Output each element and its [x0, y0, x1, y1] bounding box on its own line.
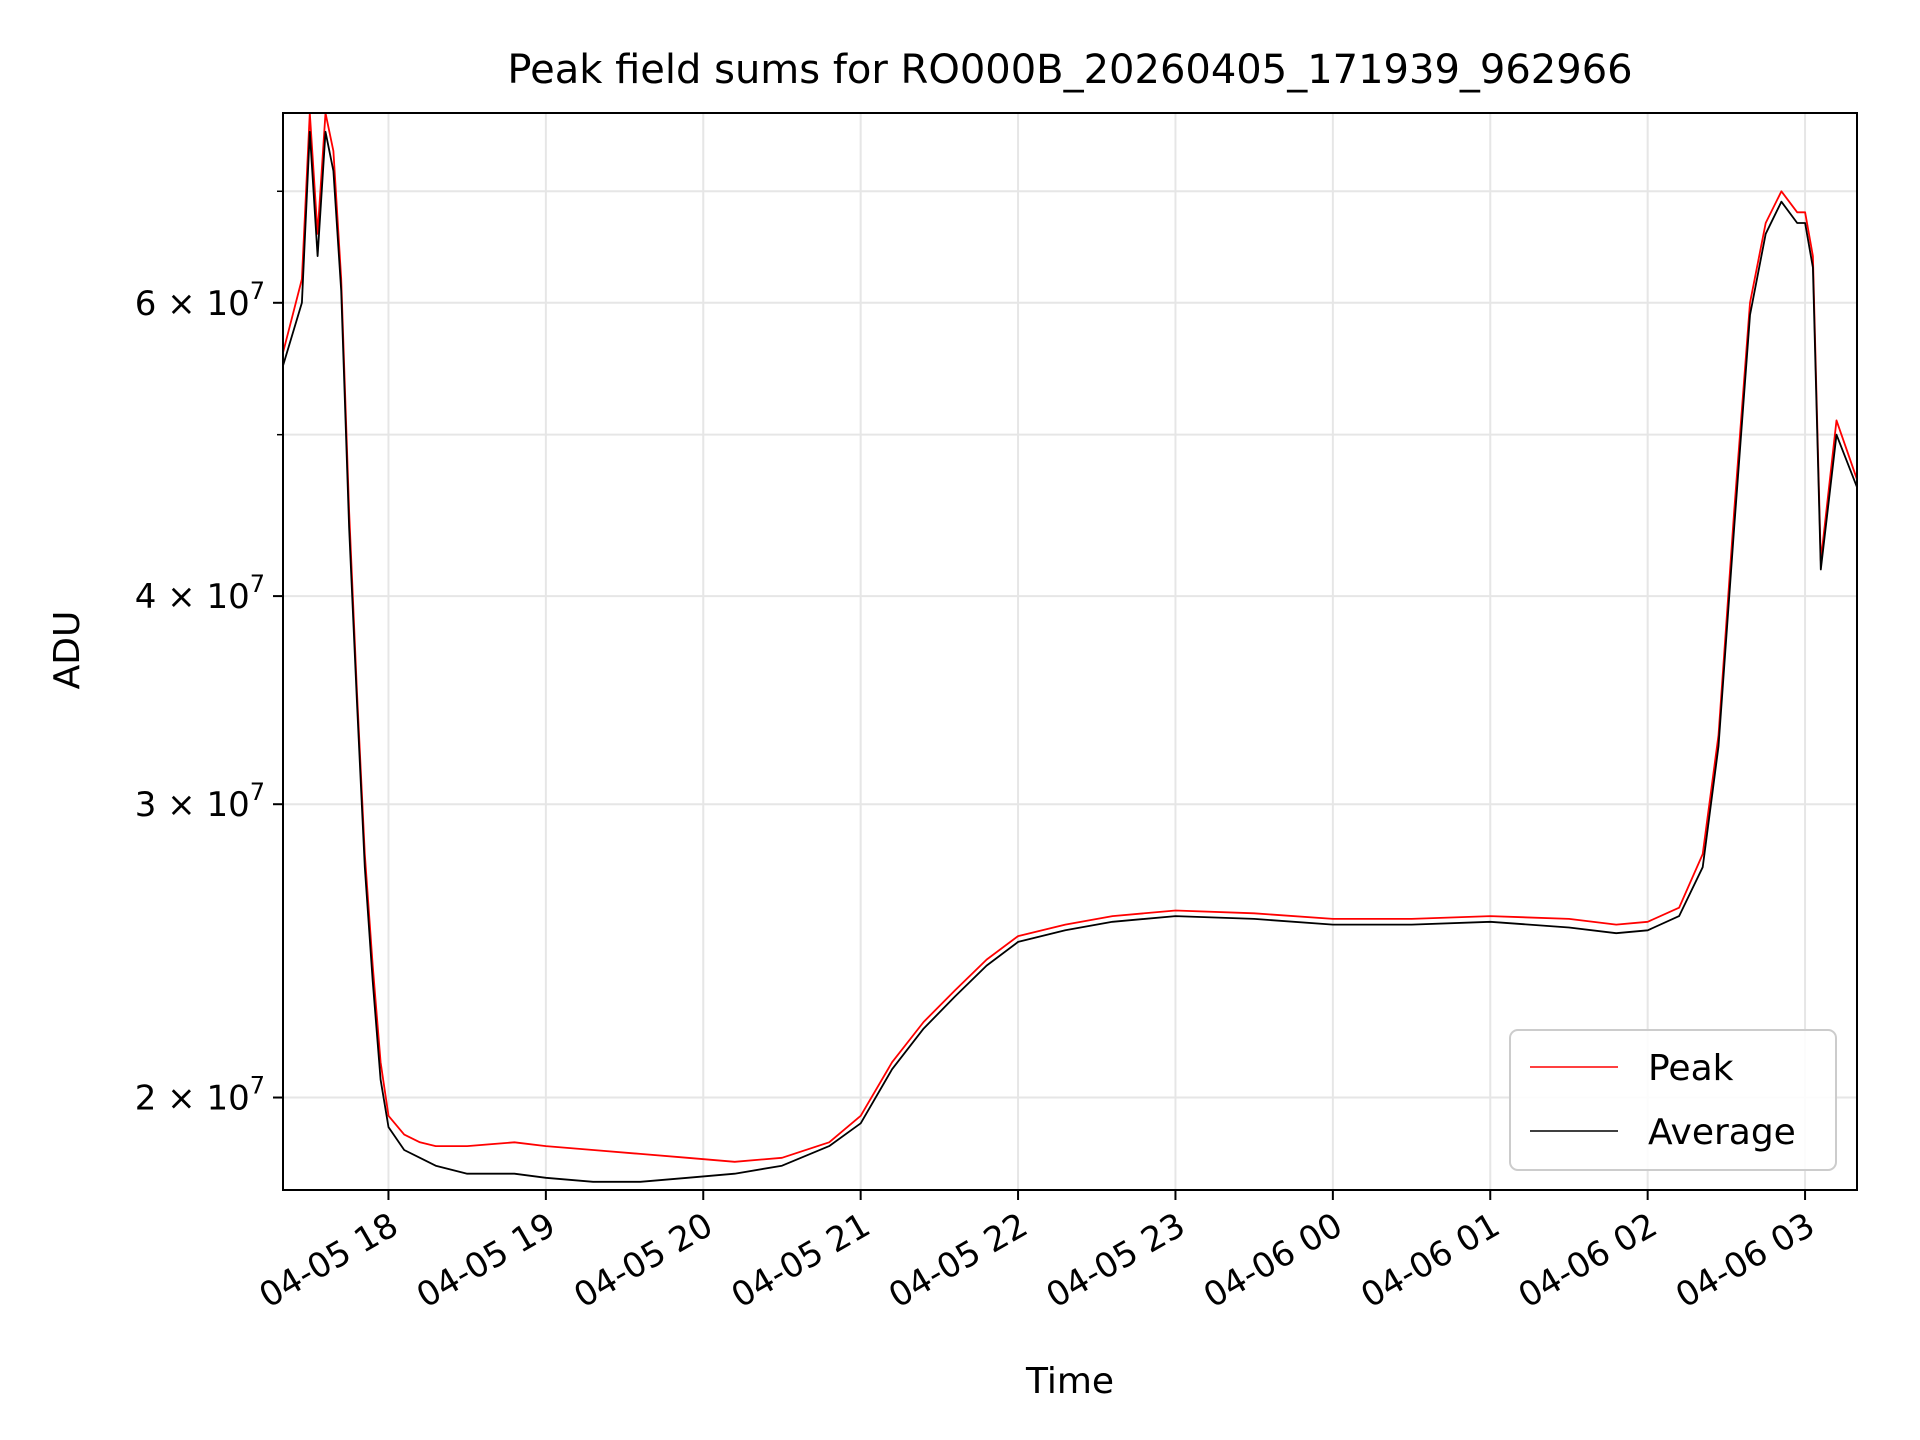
x-axis-label: Time — [1025, 1361, 1114, 1402]
y-tick-label: 2 × 107 — [135, 1072, 265, 1119]
legend: Peak Average — [1509, 1029, 1837, 1171]
y-tick-label: 6 × 107 — [135, 277, 265, 324]
plot-frame — [282, 112, 1858, 1191]
series-line-average — [283, 130, 1857, 1183]
y-tick-label: 3 × 107 — [135, 778, 265, 825]
y-axis-label: ADU — [47, 611, 88, 690]
legend-label-peak: Peak — [1648, 1048, 1734, 1089]
y-tick-label: 4 × 107 — [135, 570, 265, 617]
chart-title: Peak field sums for RO000B_20260405_1719… — [507, 47, 1632, 93]
series-layer — [283, 113, 1857, 1183]
legend-frame — [1509, 1029, 1837, 1171]
legend-label-average: Average — [1648, 1112, 1796, 1153]
